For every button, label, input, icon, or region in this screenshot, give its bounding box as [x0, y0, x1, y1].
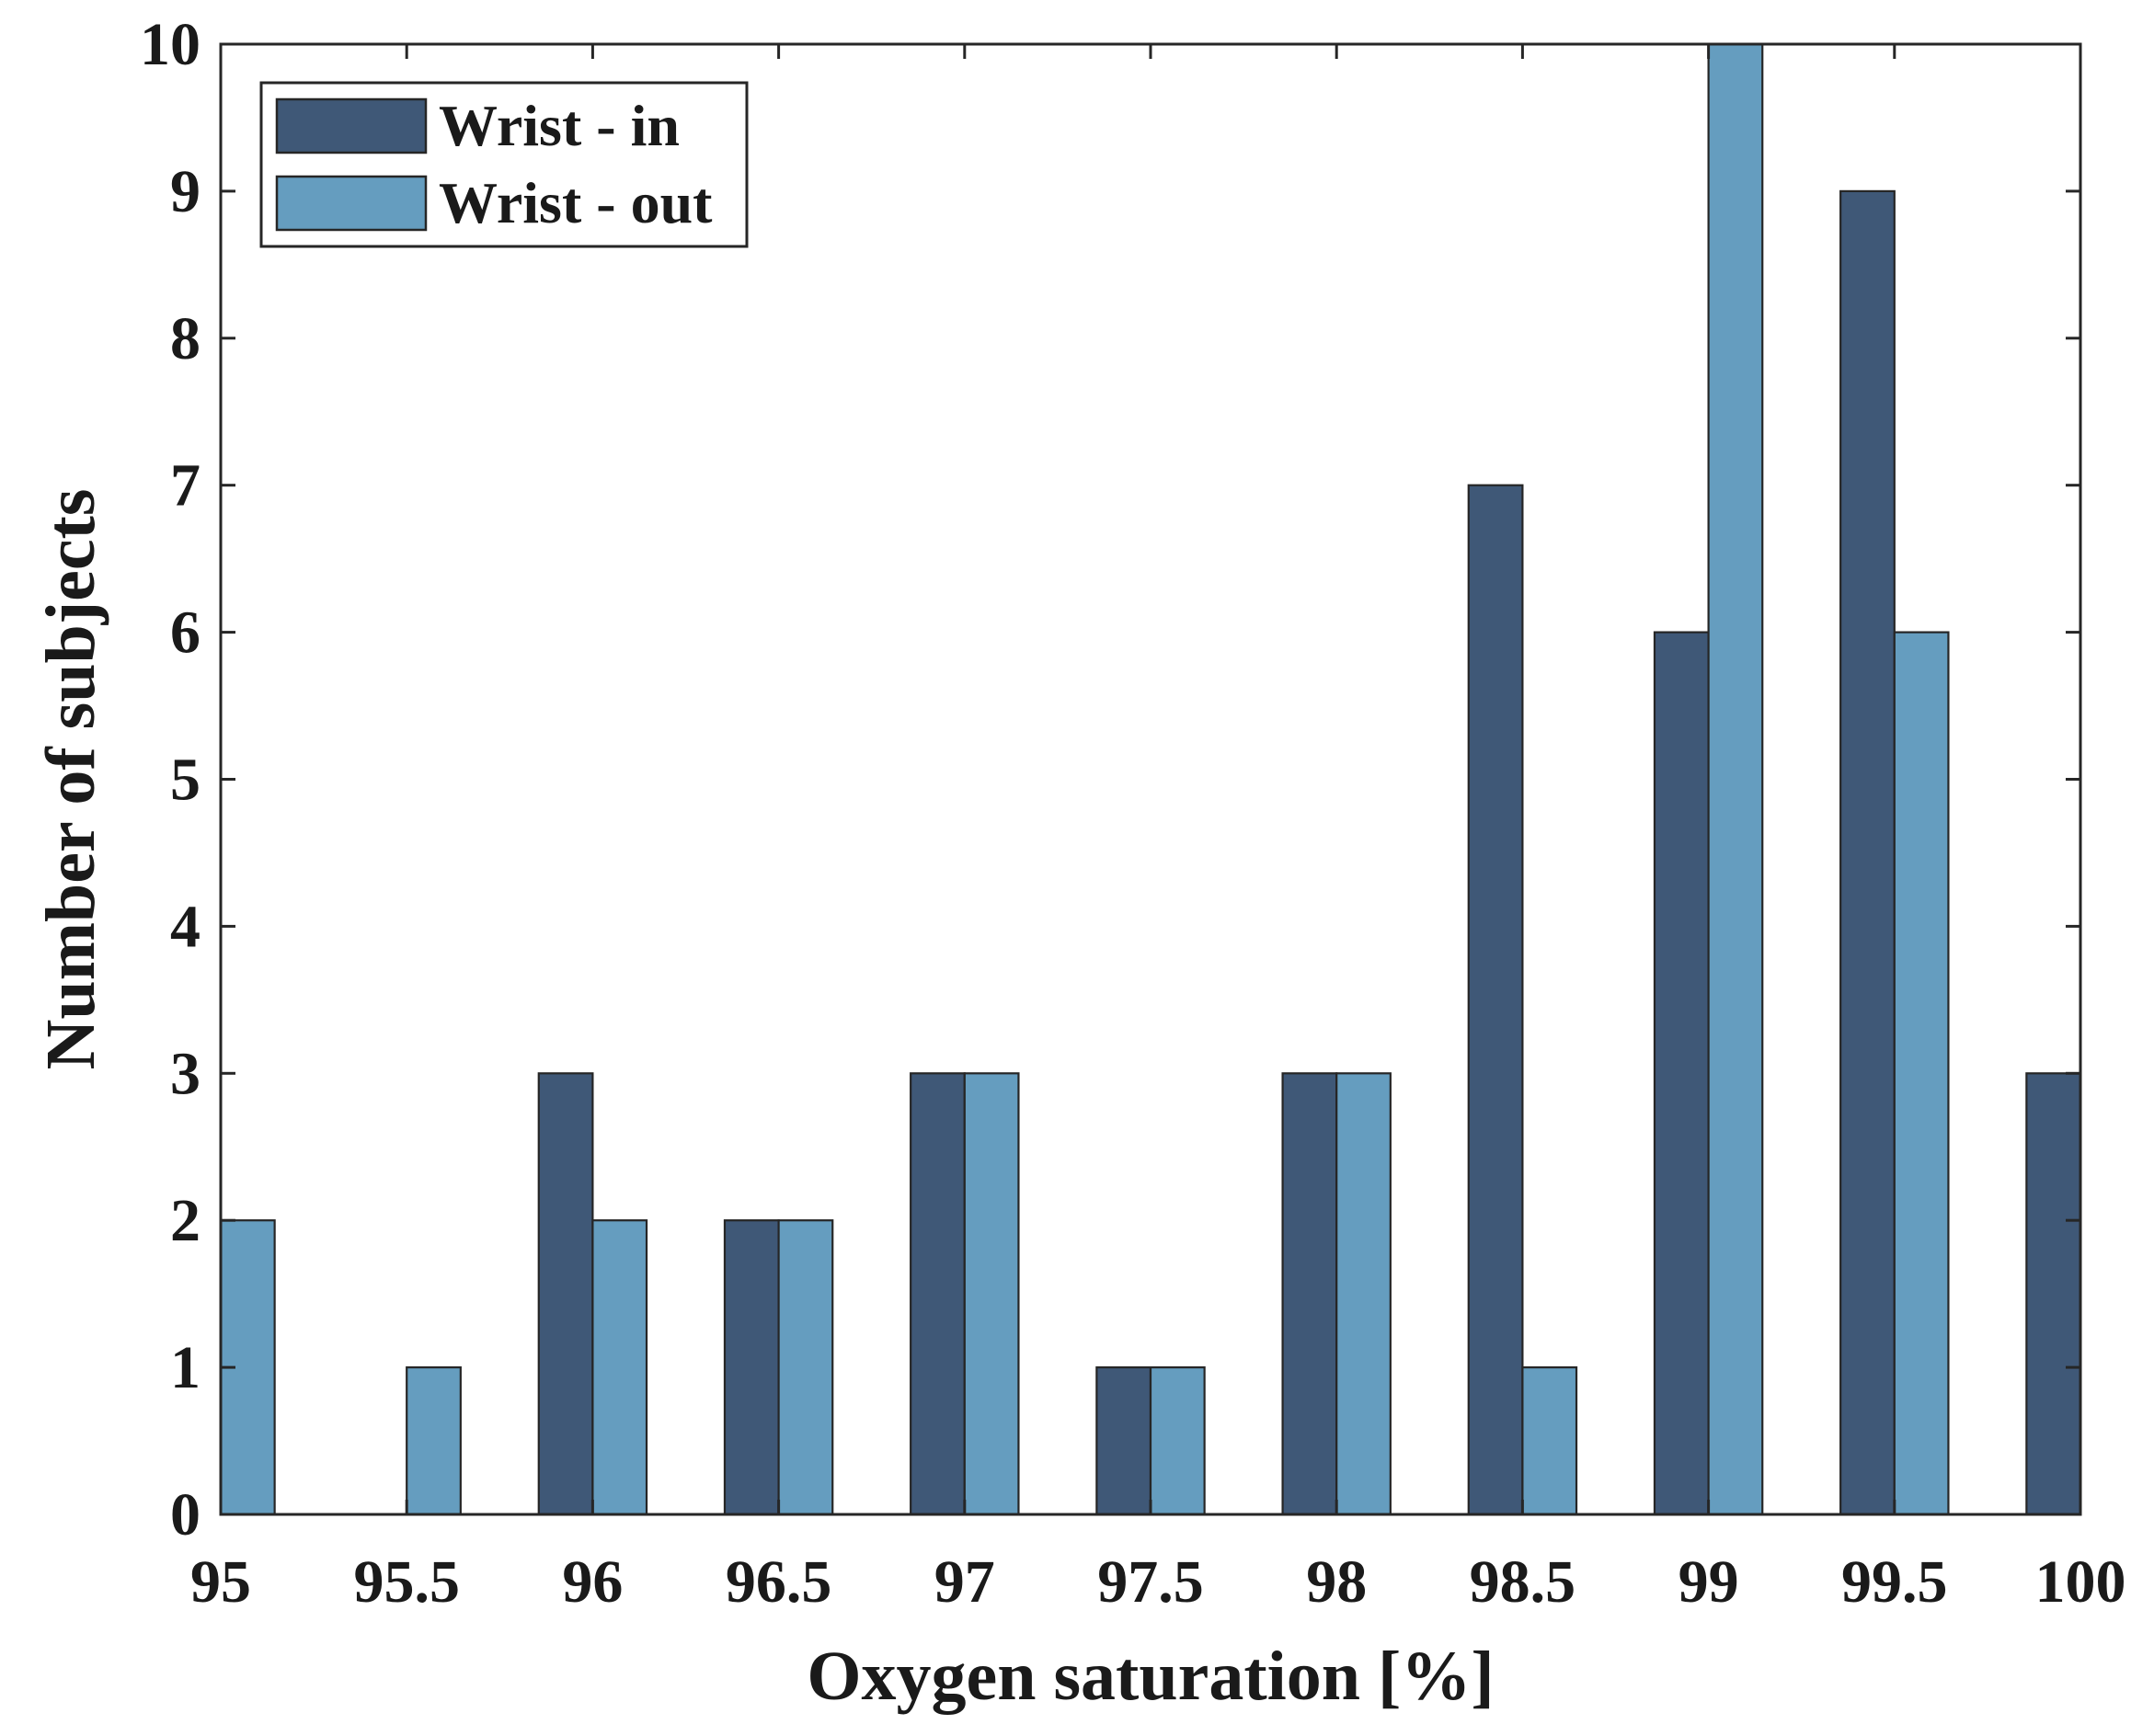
legend-label-wrist-in: Wrist - in: [439, 93, 680, 158]
bars-layer: [219, 42, 2082, 1516]
y-tick-label: 0: [170, 1481, 201, 1548]
x-tick-labels: 95 95.5 96 96.5 97 97.5 98 98.5 99 99.5 100: [190, 1548, 2126, 1616]
x-axis-title: Oxygen saturation [%]: [807, 1638, 1494, 1715]
x-tick-label: 99: [1679, 1548, 1739, 1616]
ticks-layer: [219, 42, 2082, 1516]
y-tick-label: 5: [170, 747, 201, 814]
bar-wrist-out-99.5: [1893, 631, 1950, 1516]
legend-label-wrist-out: Wrist - out: [439, 170, 713, 235]
bar-wrist-in-98: [1281, 1072, 1338, 1516]
x-tick-label: 99.5: [1841, 1548, 1948, 1616]
x-tick-label: 100: [2035, 1548, 2126, 1616]
x-tick-label: 96.5: [726, 1548, 832, 1616]
y-tick-label: 4: [170, 893, 201, 960]
y-tick-label: 6: [170, 600, 201, 667]
y-tick-label: 2: [170, 1187, 201, 1254]
legend-swatch-wrist-out: [275, 175, 428, 232]
bar-wrist-out-97.5: [1149, 1365, 1206, 1516]
y-tick-label: 8: [170, 305, 201, 372]
bar-wrist-out-99: [1707, 42, 1764, 1516]
bar-wrist-in-96: [537, 1072, 594, 1516]
bar-wrist-in-99: [1653, 631, 1710, 1516]
x-tick-label: 95.5: [353, 1548, 460, 1616]
y-tick-label: 3: [170, 1040, 201, 1107]
bar-wrist-in-99.5: [1839, 189, 1896, 1516]
x-tick-label: 96: [562, 1548, 623, 1616]
x-tick-label: 98.5: [1470, 1548, 1576, 1616]
x-tick-label: 97: [934, 1548, 995, 1616]
y-tick-labels: 0 1 2 3 4 5 6 7 8 9 10: [140, 11, 201, 1548]
y-tick-label: 10: [140, 11, 201, 78]
x-tick-label: 95: [190, 1548, 251, 1616]
bar-wrist-in-98.5: [1467, 484, 1524, 1516]
y-axis-title: Number of subjects: [32, 489, 109, 1070]
legend: Wrist - in Wrist - out: [259, 81, 749, 248]
plot-area-frame: [219, 42, 2082, 1516]
bar-wrist-out-97: [963, 1072, 1020, 1516]
bar-wrist-out-96.5: [777, 1219, 834, 1516]
bar-wrist-in-100: [2025, 1072, 2082, 1516]
bar-wrist-out-98: [1335, 1072, 1392, 1516]
y-tick-label: 1: [170, 1334, 201, 1401]
y-tick-label: 7: [170, 452, 201, 520]
bar-wrist-out-98.5: [1521, 1365, 1578, 1516]
bar-wrist-out-95.5: [406, 1365, 462, 1516]
y-tick-label: 9: [170, 158, 201, 225]
bar-wrist-in-96.5: [723, 1219, 780, 1516]
x-tick-label: 98: [1306, 1548, 1367, 1616]
bar-wrist-in-97.5: [1095, 1365, 1152, 1516]
legend-swatch-wrist-in: [275, 97, 428, 154]
bar-wrist-in-97: [910, 1072, 966, 1516]
x-tick-label: 97.5: [1097, 1548, 1204, 1616]
bar-wrist-out-96: [591, 1219, 648, 1516]
